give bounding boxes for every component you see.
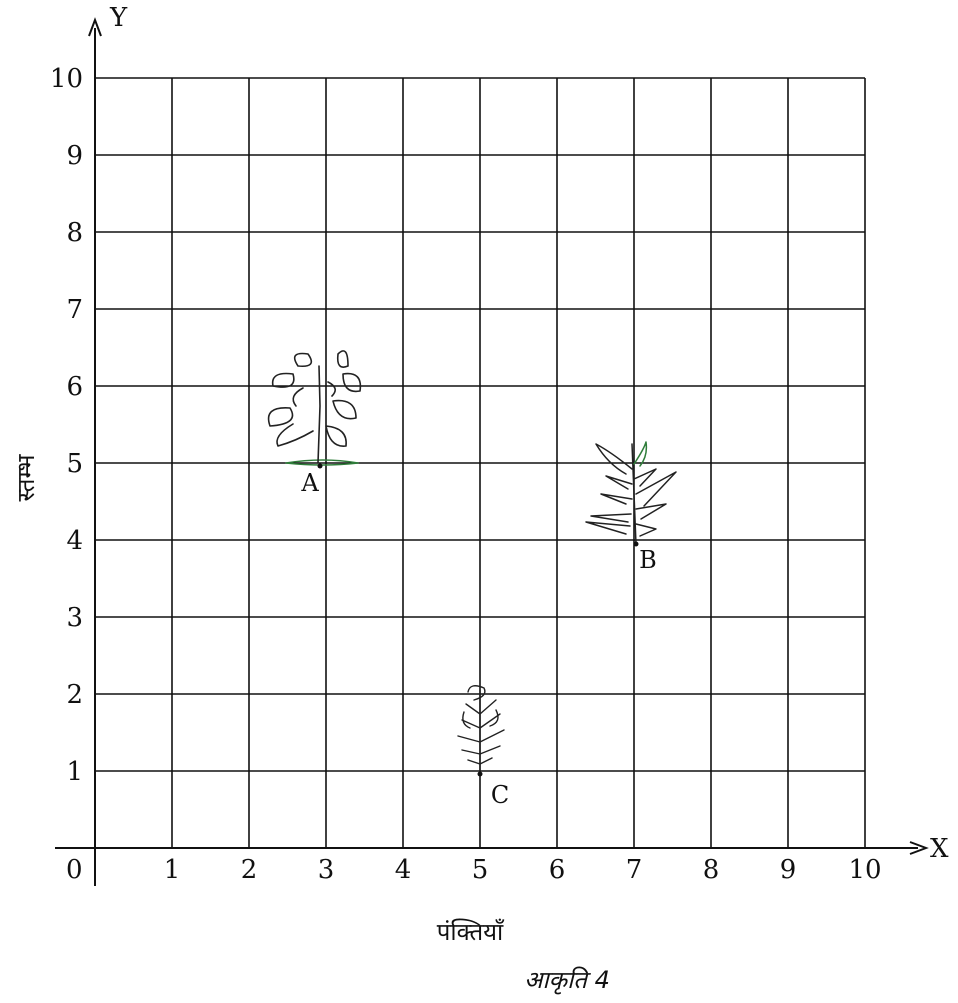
y-tick-label: 2 xyxy=(66,680,83,710)
x-tick-label: 2 xyxy=(241,855,258,885)
figure-caption: आकृति 4 xyxy=(524,966,610,995)
point-label-b: B xyxy=(639,546,657,574)
y-tick-label: 1 xyxy=(66,757,83,787)
y-tick-label: 8 xyxy=(66,218,83,248)
point-label-c: C xyxy=(491,781,509,809)
y-axis-arrow-icon xyxy=(88,17,102,37)
y-tick-label: 9 xyxy=(66,141,83,171)
x-tick-label: 7 xyxy=(626,855,643,885)
x-tick-label: 1 xyxy=(164,855,181,885)
y-axis-letter: Y xyxy=(109,3,128,33)
plant-c-icon xyxy=(457,685,505,777)
x-tick-label: 10 xyxy=(848,855,881,885)
y-tick-label: 10 xyxy=(50,64,83,94)
y-tick-label: 4 xyxy=(66,526,83,556)
x-tick-label: 9 xyxy=(780,855,797,885)
point-label-a: A xyxy=(300,469,319,497)
y-tick-labels: 1 2 3 4 5 6 7 8 9 10 xyxy=(50,64,83,787)
origin-label: 0 xyxy=(66,855,83,885)
x-tick-label: 5 xyxy=(472,855,489,885)
point-labels: A B C xyxy=(300,469,656,809)
x-tick-label: 3 xyxy=(318,855,335,885)
x-axis-arrow-icon xyxy=(909,841,929,855)
x-axis-title: पंक्तियाँ xyxy=(437,918,506,946)
y-tick-label: 3 xyxy=(66,603,83,633)
plant-a-icon xyxy=(267,350,362,469)
x-tick-label: 6 xyxy=(549,855,566,885)
y-tick-label: 6 xyxy=(66,372,83,402)
x-axis-letter: X xyxy=(930,834,949,864)
plant-b-icon xyxy=(585,441,677,547)
x-tick-label: 8 xyxy=(703,855,720,885)
y-tick-label: 7 xyxy=(66,295,83,325)
x-tick-labels: 1 2 3 4 5 6 7 8 9 10 xyxy=(164,855,882,885)
x-tick-label: 4 xyxy=(395,855,412,885)
y-tick-label: 5 xyxy=(66,449,83,479)
y-axis-title: स्तम्भ xyxy=(12,453,40,501)
